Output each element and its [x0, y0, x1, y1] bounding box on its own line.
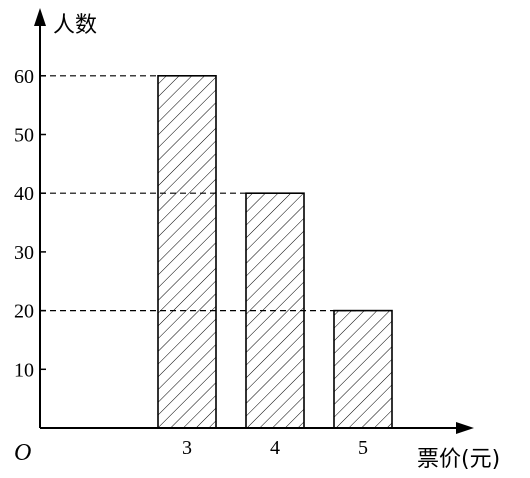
y-axis-arrow [34, 8, 46, 26]
y-axis-label: 人数 [53, 13, 97, 38]
x-ticks: 3 4 5 [182, 437, 368, 459]
y-tick-label: 30 [14, 242, 34, 264]
bars [157, 75, 393, 429]
bar-5 [333, 309, 393, 429]
y-tick-label: 50 [14, 125, 34, 147]
x-tick-label: 3 [182, 437, 192, 459]
origin-label: O [14, 440, 31, 466]
y-tick-label: 10 [14, 359, 34, 381]
x-axis-arrow [456, 422, 474, 434]
y-tick-label: 20 [14, 301, 34, 323]
y-tick-label: 40 [14, 183, 34, 205]
x-tick-label: 5 [358, 437, 368, 459]
y-ticks: 10 20 30 40 50 60 [14, 66, 46, 381]
y-tick-label: 60 [14, 66, 34, 88]
x-axis-label: 票价(元) [417, 447, 500, 472]
bar-3 [157, 75, 217, 429]
bar-4 [245, 192, 305, 429]
x-tick-label: 4 [270, 437, 280, 459]
